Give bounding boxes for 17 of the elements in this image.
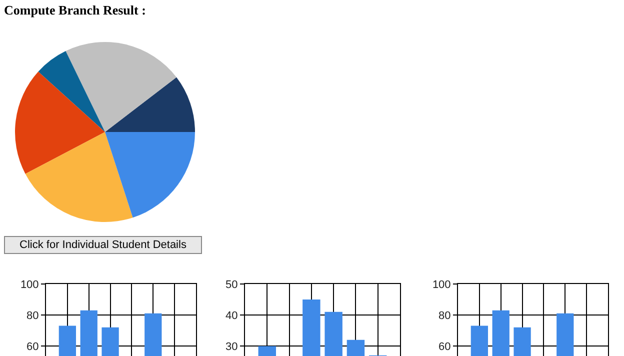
pie-slice xyxy=(105,77,195,132)
pie-slice xyxy=(15,72,105,174)
y-tick-label: 100 xyxy=(20,278,39,291)
pie-slice xyxy=(25,132,133,222)
y-tick-label: 80 xyxy=(26,310,39,322)
details-button: Click for Individual Student Details xyxy=(4,236,202,254)
pie-slice xyxy=(105,132,195,218)
y-tick-label: 40 xyxy=(226,310,238,322)
y-tick-label: 50 xyxy=(226,278,238,291)
pie-slice xyxy=(66,42,176,132)
y-tick-label: 30 xyxy=(226,340,238,353)
y-tick-label: 60 xyxy=(438,340,451,353)
y-tick-label: 80 xyxy=(438,310,451,322)
pie-slice xyxy=(38,51,105,132)
y-tick-label: 60 xyxy=(26,340,39,353)
chart-title: Compute Branch Result : xyxy=(4,2,146,18)
y-tick-label: 100 xyxy=(432,278,451,291)
